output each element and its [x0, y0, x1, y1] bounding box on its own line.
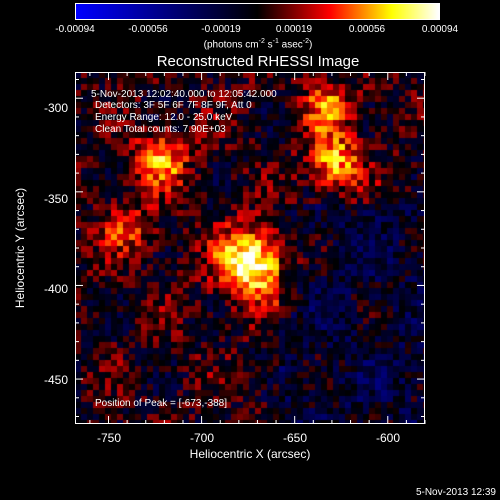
- detectors-label: Detectors: 3F 5F 6F 7F 8F 9F, Att 0: [95, 100, 252, 111]
- colorbar-tick-label: -0.00019: [201, 24, 241, 35]
- colorbar-tick-label: 0.00094: [421, 24, 459, 35]
- colorbar: [75, 3, 440, 20]
- colorbar-tick-label: -0.00094: [55, 24, 95, 35]
- colorbar-tick-label: 0.00019: [275, 24, 313, 35]
- chart-title: Reconstructed RHESSI Image: [156, 53, 360, 70]
- time-range-label: 5-Nov-2013 12:02:40.000 to 12:05:42.000: [91, 89, 277, 100]
- y-tick-label: -450: [43, 373, 68, 387]
- plot-area: 5-Nov-2013 12:02:40.000 to 12:05:42.000 …: [75, 72, 426, 424]
- colorbar-units: (photons cm-2 s-1 asec-2): [203, 38, 313, 51]
- heatmap-image: [75, 72, 425, 424]
- peak-position-label: Position of Peak = [-673,-388]: [95, 398, 228, 409]
- clean-counts-label: Clean Total counts: 7.90E+03: [95, 124, 226, 135]
- y-axis-label: Heliocentric Y (arcsec): [13, 187, 27, 309]
- energy-range-label: Energy Range: 12.0 - 25.0 keV: [95, 112, 233, 123]
- x-tick-label: -650: [282, 431, 308, 445]
- x-tick-label: -700: [189, 431, 215, 445]
- plot-frame: [75, 72, 426, 424]
- colorbar-tick-label: 0.00056: [348, 24, 386, 35]
- plot-timestamp: 5-Nov-2013 12:39: [415, 487, 496, 498]
- y-tick-label: -350: [43, 192, 68, 206]
- y-tick-label: -300: [43, 101, 68, 115]
- x-tick-label: -600: [375, 431, 401, 445]
- x-tick-label: -750: [96, 431, 122, 445]
- colorbar-tick-label: -0.00056: [128, 24, 168, 35]
- x-axis-label: Heliocentric X (arcsec): [189, 447, 311, 461]
- y-tick-label: -400: [43, 282, 68, 296]
